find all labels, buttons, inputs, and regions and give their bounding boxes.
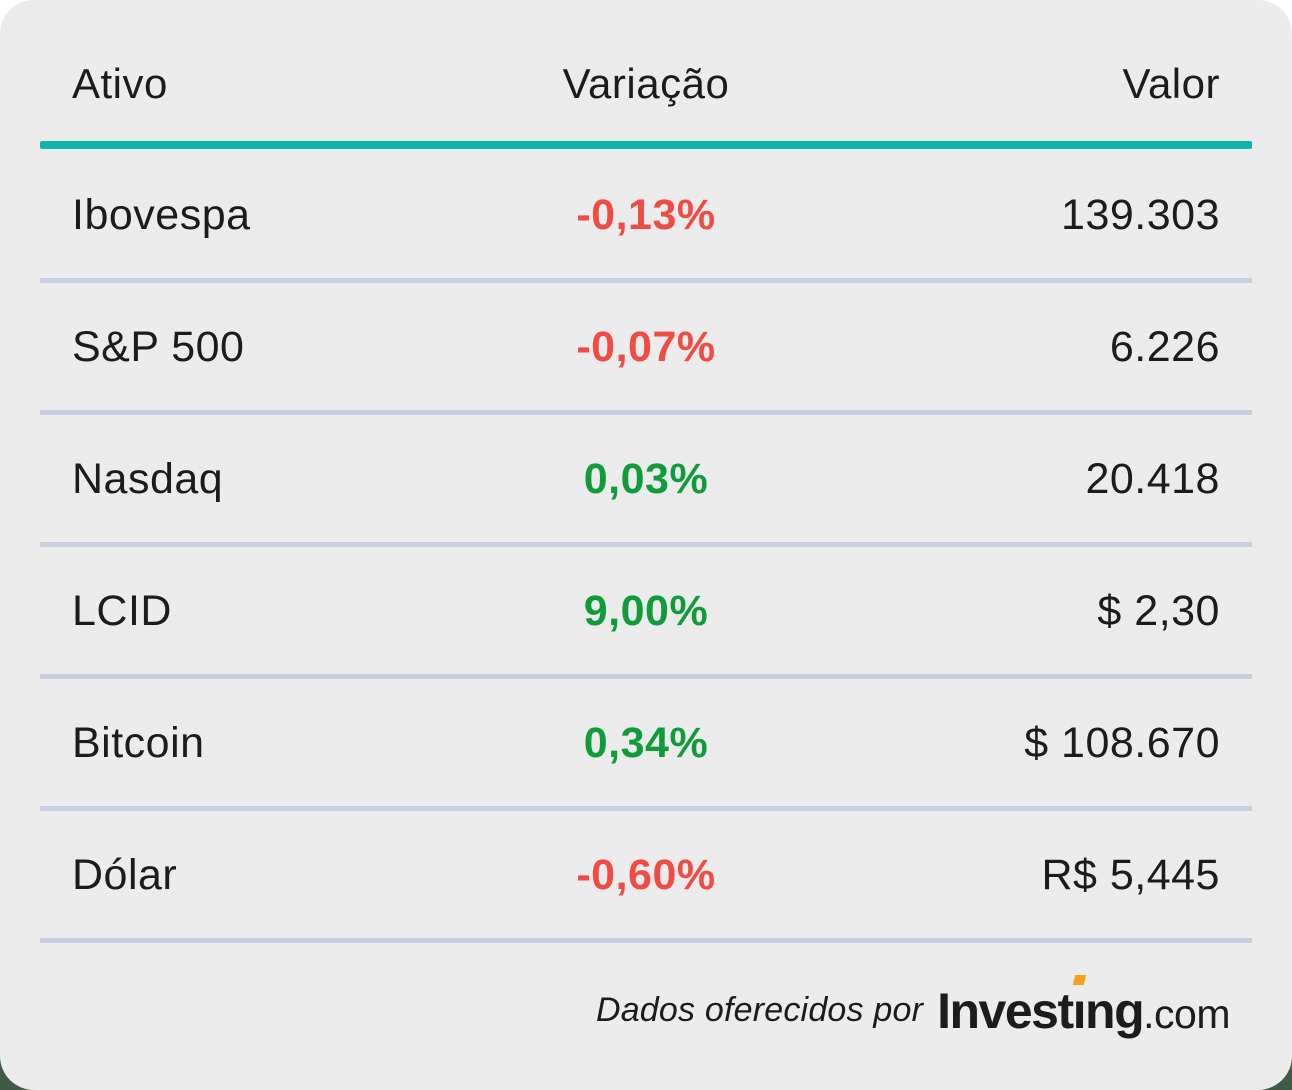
table-header: Ativo Variação Valor [0, 0, 1292, 141]
attribution-text: Dados oferecidos por [595, 991, 924, 1029]
asset-name: Bitcoin [72, 718, 205, 767]
logo-text-end: ng [1085, 982, 1145, 1039]
variation-value: 9,00% [583, 586, 709, 635]
table-row: Bitcoin 0,34% $ 108.670 [0, 677, 1292, 811]
investing-logo: Invest ı ng .com [937, 974, 1230, 1040]
asset-name: LCID [72, 586, 172, 635]
asset-name: Dólar [72, 850, 178, 899]
logo-dotless-i: ı [1072, 974, 1087, 1040]
header-asset: Ativo [72, 59, 168, 107]
asset-value: R$ 5,445 [1041, 850, 1220, 899]
table-row: S&P 500 -0,07% 6.226 [0, 281, 1292, 415]
logo-dotcom: .com [1143, 990, 1230, 1037]
variation-value: 0,34% [583, 718, 709, 767]
logo-orange-dot-icon [1072, 974, 1086, 985]
table-row: LCID 9,00% $ 2,30 [0, 545, 1292, 679]
asset-value: $ 108.670 [1024, 718, 1220, 767]
asset-value: 20.418 [1085, 454, 1220, 503]
asset-name: Nasdaq [72, 454, 224, 503]
header-accent-rule [40, 141, 1252, 149]
variation-value: -0,07% [576, 322, 716, 371]
table-row: Nasdaq 0,03% 20.418 [0, 413, 1292, 547]
asset-value: 139.303 [1061, 190, 1220, 239]
variation-value: 0,03% [583, 454, 709, 503]
header-variation: Variação [562, 59, 730, 107]
table-row: Ibovespa -0,13% 139.303 [0, 149, 1292, 283]
table-body: Ibovespa -0,13% 139.303 S&P 500 -0,07% 6… [0, 149, 1292, 943]
logo-text-start: Invest [937, 982, 1074, 1039]
table-row: Dólar -0,60% R$ 5,445 [0, 809, 1292, 943]
variation-value: -0,60% [576, 850, 716, 899]
header-value: Valor [1122, 59, 1220, 107]
asset-value: $ 2,30 [1097, 586, 1220, 635]
asset-name: Ibovespa [72, 190, 251, 239]
attribution-footer: Dados oferecidos por Invest ı ng .com [0, 941, 1292, 1090]
asset-value: 6.226 [1109, 322, 1220, 371]
variation-value: -0,13% [576, 190, 716, 239]
asset-name: S&P 500 [72, 322, 245, 371]
